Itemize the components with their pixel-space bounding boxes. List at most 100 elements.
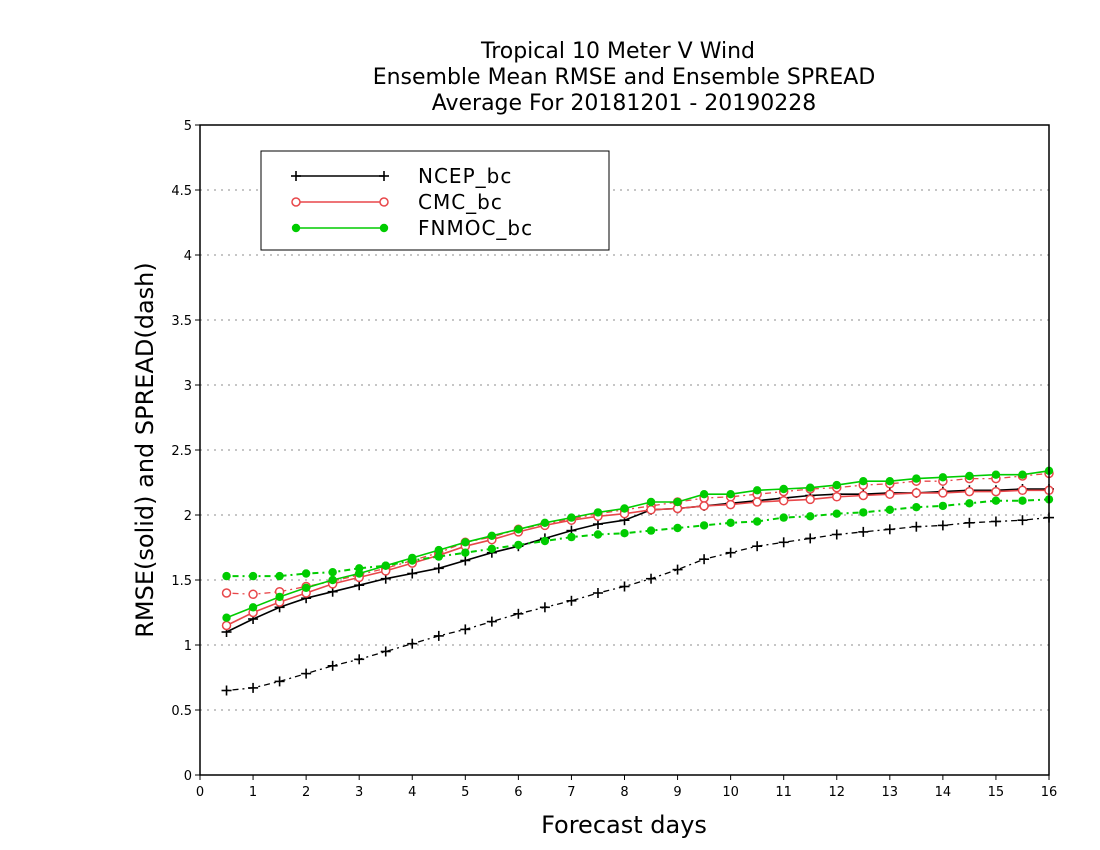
y-tick-label: 5 [184,119,192,134]
rmse-point-ncep-bc [433,563,444,574]
legend-item-cmc-bc: CMC_bc [291,190,502,214]
x-tick-label: 1 [249,785,257,800]
spread-point-ncep-bc [1017,515,1028,526]
y-tick-label: 4 [184,249,192,264]
x-tick-label: 14 [935,785,952,800]
rmse-point-fnmoc-bc [912,474,921,483]
spread-point-ncep-bc [301,668,312,679]
spread-point-ncep-bc [566,595,577,606]
rmse-point-fnmoc-bc [938,473,948,482]
x-tick-label: 2 [302,785,310,800]
rmse-point-cmc-bc [885,489,895,499]
spread-point-fnmoc-bc [646,526,656,535]
legend-item-ncep-bc: NCEP_bc [291,164,511,188]
rmse-point-fnmoc-bc [408,553,417,563]
spread-point-cmc-bc [221,588,232,598]
spread-point-ncep-bc [672,564,683,575]
spread-point-fnmoc-bc [912,503,921,512]
y-tick-label: 4.5 [171,184,192,199]
spread-point-ncep-bc [884,524,895,535]
rmse-point-cmc-bc [832,492,842,502]
spread-point-fnmoc-bc [248,571,258,581]
spread-point-ncep-bc [407,638,418,649]
x-tick-label: 15 [988,785,1005,800]
rmse-point-fnmoc-bc [620,504,629,513]
legend-marker [291,197,301,207]
spread-point-fnmoc-bc [328,568,337,577]
y-tick-label: 2.5 [171,444,192,459]
x-axis-label: Forecast days [541,811,707,839]
y-tick-label: 0.5 [171,704,192,719]
spread-point-ncep-bc [990,516,1001,527]
y-tick-label: 2 [184,509,192,524]
series-layer [221,466,1054,696]
rmse-point-fnmoc-bc [646,497,656,507]
rmse-point-ncep-bc [460,555,471,566]
rmse-line-ncep-bc [226,488,1049,633]
spread-point-fnmoc-bc [806,512,815,521]
spread-point-fnmoc-bc [885,505,895,514]
rmse-point-fnmoc-bc [487,531,497,540]
spread-point-fnmoc-bc [832,509,841,518]
spread-point-ncep-bc [964,517,975,528]
rmse-line-cmc-bc [226,489,1049,627]
rmse-point-ncep-bc [407,568,418,579]
spread-point-fnmoc-bc [514,540,523,550]
legend-label: FNMOC_bc [418,216,533,240]
rmse-point-fnmoc-bc [567,513,576,522]
rmse-point-cmc-bc [699,501,709,511]
rmse-point-fnmoc-bc [354,569,364,578]
spread-point-ncep-bc [380,646,391,657]
rmse-point-fnmoc-bc [991,470,1001,479]
chart-title-line-3: Average For 20181201 - 20190228 [432,91,817,116]
spread-point-fnmoc-bc [275,571,284,581]
rmse-point-cmc-bc [778,495,789,506]
spread-point-fnmoc-bc [965,499,974,508]
spread-point-fnmoc-bc [567,532,576,542]
legend-marker [291,171,301,181]
spread-point-ncep-bc [778,537,789,548]
spread-point-ncep-bc [433,630,444,641]
spread-point-ncep-bc [327,660,338,671]
spread-point-ncep-bc [592,588,603,598]
y-tick-label: 3.5 [171,314,192,329]
legend-marker [379,197,389,207]
spread-point-ncep-bc [805,533,816,544]
rmse-point-cmc-bc [725,499,736,510]
series-fnmoc-bc [222,466,1054,622]
spread-point-cmc-bc [248,589,258,600]
x-tick-label: 7 [567,785,575,800]
x-tick-label: 3 [355,785,363,800]
rmse-point-cmc-bc [221,620,232,631]
chart-title-line-2: Ensemble Mean RMSE and Ensemble SPREAD [373,65,876,90]
x-tick-label: 10 [722,785,739,800]
spread-point-fnmoc-bc [699,521,709,530]
x-tick-label: 12 [828,785,845,800]
x-tick-label: 8 [620,785,628,800]
legend-box [260,150,610,251]
spread-point-fnmoc-bc [779,513,788,522]
x-tick-label: 11 [775,785,792,800]
spread-point-fnmoc-bc [222,571,231,581]
spread-point-ncep-bc [725,547,736,558]
spread-point-ncep-bc [539,602,550,613]
rmse-point-fnmoc-bc [275,592,284,602]
rmse-point-fnmoc-bc [752,486,762,495]
series-ncep-bc [221,484,1054,696]
spread-point-ncep-bc [831,529,842,540]
spread-point-fnmoc-bc [726,518,735,527]
spread-point-fnmoc-bc [752,517,762,526]
rmse-point-cmc-bc [911,488,922,498]
rmse-point-fnmoc-bc [859,477,868,486]
rmse-point-fnmoc-bc [540,518,550,527]
spread-point-ncep-bc [858,526,869,537]
y-tick-label: 3 [184,379,192,394]
rmse-point-cmc-bc [752,497,762,507]
rmse-point-fnmoc-bc [965,471,974,481]
spread-point-ncep-bc [646,573,657,584]
x-tick-label: 6 [514,785,522,800]
spread-point-ncep-bc [699,554,710,565]
spread-point-fnmoc-bc [991,496,1001,505]
legend-marker [379,223,389,233]
spread-point-ncep-bc [752,541,763,552]
